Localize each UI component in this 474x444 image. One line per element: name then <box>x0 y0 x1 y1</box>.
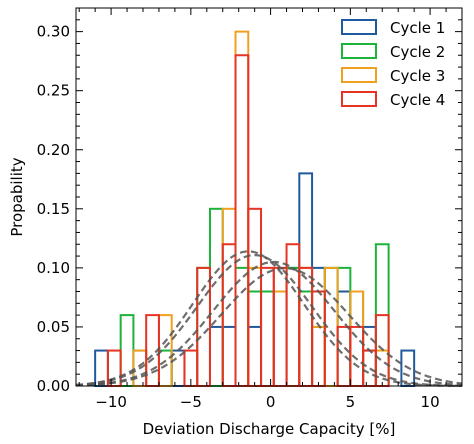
x-tick-label: −10 <box>95 393 127 411</box>
y-tick-label: 0.00 <box>37 377 70 395</box>
kde-layer <box>75 250 463 388</box>
legend-label-1: Cycle 1 <box>390 19 445 37</box>
y-tick-label: 0.15 <box>37 200 70 218</box>
legend-swatch-3 <box>341 67 377 83</box>
x-tick-label: 0 <box>266 393 276 411</box>
x-axis-label: Deviation Discharge Capacity [%] <box>143 420 396 438</box>
plot-background <box>76 8 462 386</box>
legend-swatch-4 <box>341 91 377 107</box>
legend-swatch-1 <box>341 19 377 35</box>
x-tick-label: 5 <box>346 393 356 411</box>
y-tick-label: 0.20 <box>37 141 70 159</box>
y-tick-label: 0.05 <box>37 318 70 336</box>
kde-curve-2 <box>75 267 463 387</box>
x-tick-label: 10 <box>421 393 440 411</box>
legend: Cycle 1 Cycle 2 Cycle 3 Cycle 4 <box>341 19 445 109</box>
y-tick-label: 0.30 <box>37 23 70 41</box>
kde-curve-3 <box>75 260 463 387</box>
kde-curve-1 <box>75 250 463 388</box>
y-tick-label: 0.10 <box>37 259 70 277</box>
kde-curve-4 <box>75 254 463 387</box>
legend-label-4: Cycle 4 <box>390 91 445 109</box>
ticks-layer: −10 −5 0 5 10 0.00 0.05 0.10 0.15 0.20 0.25 0.30 <box>37 8 463 411</box>
legend-swatch-2 <box>341 43 377 59</box>
y-axis-label: Propability <box>8 157 26 236</box>
legend-label-3: Cycle 3 <box>390 67 445 85</box>
x-tick-label: −5 <box>180 393 202 411</box>
y-tick-label: 0.25 <box>37 82 70 100</box>
legend-label-2: Cycle 2 <box>390 43 445 61</box>
